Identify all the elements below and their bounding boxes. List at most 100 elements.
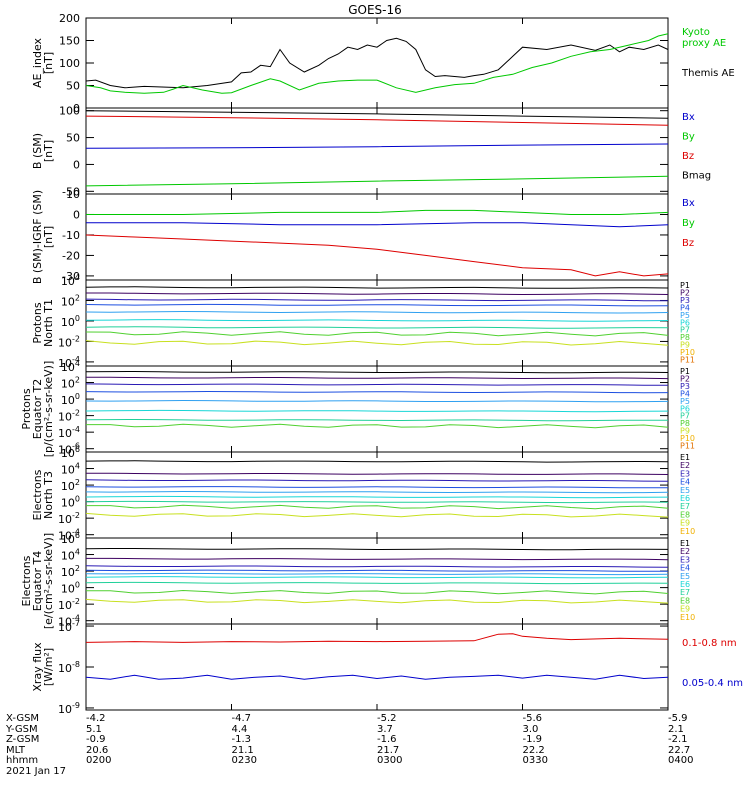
y-tick-label: 10-4 [58,355,80,370]
legend-entry: Bx [682,198,695,209]
y-tick-label: -50 [62,185,80,198]
goes-summary-plot: GOES-16 050100150200AE_index[nT]Kyotopro… [20,3,743,714]
legend-entry: P11 [680,356,695,365]
series-line-pe-2 [85,383,669,386]
series-line-pn-6 [85,326,669,329]
footer-value: 22.2 [522,744,545,756]
panel-dbsm: -30 -20 -10 0 10 B (SM)-IGRF (SM)[nT] Bx By Bz [31,188,695,284]
y-axis-label: AE_index [31,37,44,88]
y-axis-label: Electrons [20,555,33,606]
series-line-en-8 [85,512,669,518]
series-line-xray-1 [85,674,669,680]
series-line-pe-0 [85,370,669,374]
series-line-ee-7 [86,589,669,595]
series-line-xray-0 [85,633,669,643]
y-tick-label: 102 [61,293,80,308]
footer-value: -4.7 [231,713,252,724]
legend-entry: Themis AE [681,68,735,79]
y-tick-label: 104 [61,359,80,374]
y-tick-label: 104 [61,273,80,288]
footer-row-label: MLT [6,744,25,756]
series-line-ee-3 [85,569,669,572]
y-tick-label: 10-4 [58,614,80,629]
legend-entry: P7 [680,412,690,421]
legend-entry: P1 [680,281,690,290]
legend-entry: E1 [680,453,690,462]
y-axis-label: Protons [20,388,33,429]
y-axis-label: [nT] [42,226,55,248]
y-tick-label: -20 [62,249,80,262]
footer-row-hhmm: hhmm 0200 0230 0300 0330 0400 [6,755,693,767]
legend-entry: E9 [680,605,690,614]
series-line-ee-4 [85,572,669,576]
footer-row-x-gsm: X-GSM -4.2 -4.7 -5.2 -5.6 -5.9 [6,713,688,725]
footer-value: 0200 [86,755,112,766]
footer-value: 0400 [668,755,694,766]
y-tick-label: 10-2 [58,334,80,349]
footer-value: 21.1 [231,744,254,756]
y-tick-label: 10-9 [58,701,80,714]
legend-entry: E5 [680,486,690,495]
legend-entry: E6 [680,580,690,589]
legend-entry: E8 [680,510,690,519]
y-axis-label: North T1 [42,299,55,347]
y-tick-label: 10-8 [58,660,80,675]
legend-entry: P9 [680,341,690,350]
legend-entry: E8 [680,596,690,605]
footer-value: -5.9 [668,713,688,724]
y-tick-label: 104 [61,462,80,477]
legend-entry: E4 [680,478,690,487]
y-tick-label: 102 [61,564,80,579]
legend-entry: E9 [680,519,690,528]
legend-entry: P8 [680,333,690,342]
y-tick-label: -10 [62,229,80,242]
legend-entry: P10 [680,434,695,443]
y-tick-label: 100 [59,105,80,118]
legend-entry: E3 [680,469,690,478]
panel-frame [85,279,669,367]
series-line-pn-7 [85,331,669,337]
series-line-ee-5 [85,576,669,579]
legend-entry: 0.05-0.4 nm [682,678,743,689]
y-axis-label: [nT] [42,140,55,162]
y-tick-label: 100 [61,392,80,407]
footer-value: -1.6 [377,734,397,745]
legend-entry: P1 [680,367,690,376]
y-tick-label: 10-4 [58,528,80,543]
series-line-bsm-3 [85,175,669,187]
legend-entry: E10 [680,527,695,536]
y-axis-label: [p/(cm²-s-sr-keV)] [42,361,55,458]
y-tick-label: 10-4 [58,425,80,440]
footer-value: 21.7 [377,744,400,756]
series-line-en-2 [85,479,669,482]
legend-entry: P4 [680,303,690,312]
panel-xray: 10-9 10-8 10-7 Xray flux[W/m²] 0.1-0.8 nm 0.0… [31,619,743,714]
series-line-pe-6 [85,418,669,422]
series-line-pn-8 [85,340,669,346]
series-line-ee-8 [85,598,669,604]
series-line-ee-6 [85,581,669,585]
legend-entry: Bmag [682,171,711,182]
footer-value: 20.6 [86,744,109,756]
y-axis-label: Xray flux [31,642,44,692]
legend-entry: P9 [680,427,690,436]
y-tick-label: 10-2 [58,409,80,424]
page-title: GOES-16 [348,3,402,17]
y-tick-label: 0 [73,102,80,115]
footer-row-label: hhmm [6,755,39,766]
y-tick-label: 50 [66,80,80,93]
series-line-ee-0 [85,548,669,551]
legend-entry: P11 [680,442,695,451]
y-tick-label: 102 [61,478,80,493]
series-line-ae-1 [85,33,669,94]
series-line-dbsm-1 [86,222,669,228]
legend-entry: By [682,218,695,229]
series-line-pn-0 [85,286,669,289]
y-tick-label: 100 [59,57,80,70]
legend-entry: P8 [680,419,690,428]
footer-value: 5.1 [86,723,102,735]
